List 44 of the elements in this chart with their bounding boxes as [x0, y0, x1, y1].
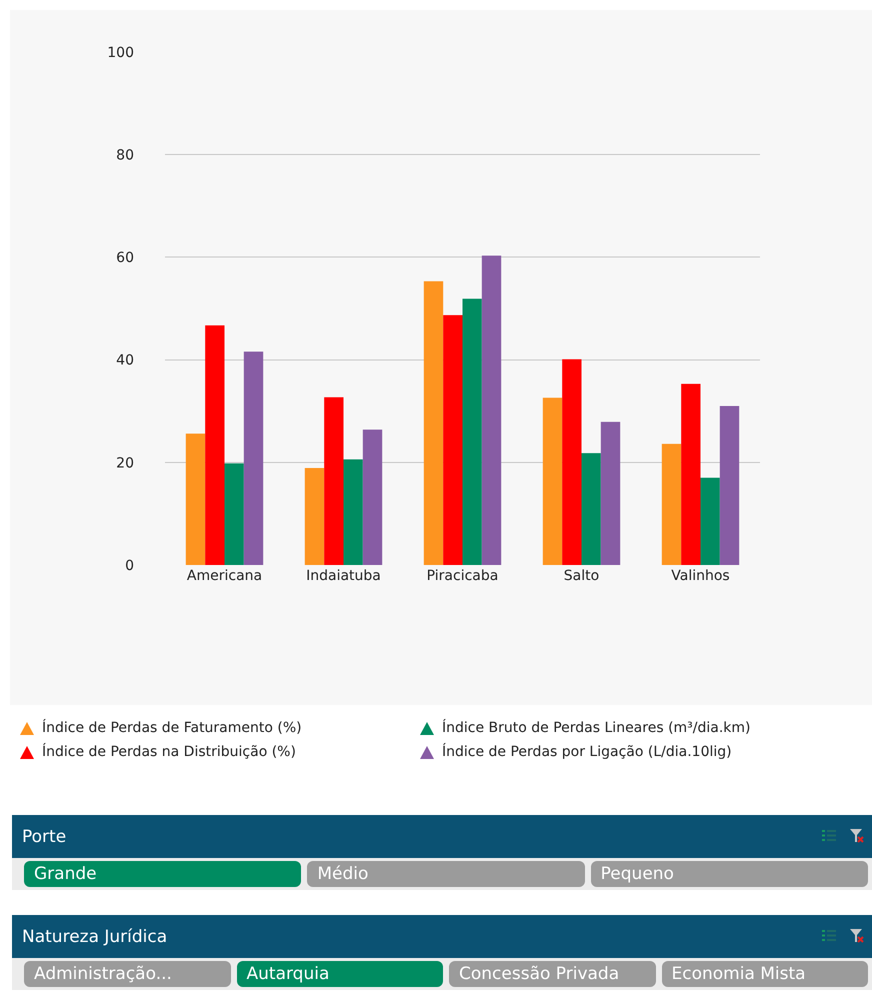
- bar: [244, 352, 264, 565]
- bar: [224, 463, 244, 565]
- bar: [582, 453, 601, 565]
- y-tick-label: 20: [116, 455, 134, 472]
- text: Natureza Jurídica: [22, 926, 168, 946]
- text: Porte: [22, 826, 66, 846]
- legend-label: Índice Bruto de Perdas Lineares (m³/dia.km): [442, 720, 751, 736]
- bar: [443, 315, 462, 565]
- x-tick-label: Piracicaba: [426, 568, 498, 584]
- y-tick-label: 40: [116, 352, 134, 369]
- x-tick-label: Valinhos: [671, 568, 730, 584]
- category-label: Administração...: [24, 961, 230, 987]
- category-label: Autarquia: [236, 961, 443, 987]
- x-tick-label: Salto: [564, 568, 600, 584]
- bar: [681, 384, 700, 565]
- category-label: Concessão Privada: [449, 961, 656, 987]
- category-label: Pequeno: [590, 861, 868, 887]
- bar: [700, 478, 720, 565]
- y-tick-label: 100: [107, 44, 134, 61]
- legend-label: Índice de Perdas por Ligação (L/dia.10lig): [442, 744, 732, 760]
- x-tick-label: Indaiatuba: [306, 568, 381, 584]
- bar: [324, 397, 344, 565]
- bar: [362, 430, 382, 565]
- y-tick-label: 60: [116, 250, 134, 266]
- bar: [542, 398, 562, 565]
- y-tick-label: 0: [125, 558, 134, 574]
- x-tick-label: Americana: [186, 568, 262, 584]
- bar: [562, 359, 582, 565]
- bar: [600, 422, 620, 565]
- bar: [205, 325, 224, 565]
- bar: [720, 406, 740, 565]
- bar: [424, 281, 444, 565]
- category-label: Médio: [307, 861, 585, 887]
- bar: [482, 256, 502, 565]
- bar: [662, 444, 682, 565]
- legend-label: Índice de Perdas na Distribuição (%): [42, 744, 296, 760]
- category-label: Economia Mista: [662, 961, 868, 987]
- bar: [462, 298, 482, 565]
- legend-label: Índice de Perdas de Faturamento (%): [42, 720, 302, 736]
- bar: [304, 468, 324, 565]
- y-tick-label: 80: [116, 148, 134, 164]
- category-label: Grande: [24, 861, 302, 887]
- bar: [344, 459, 363, 565]
- bar: [186, 434, 206, 565]
